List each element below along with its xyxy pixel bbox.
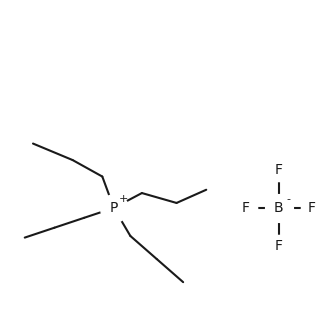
Text: F: F: [242, 201, 250, 215]
Text: -: -: [286, 194, 290, 204]
Text: B: B: [274, 201, 284, 215]
Text: F: F: [275, 163, 283, 177]
Text: +: +: [118, 194, 128, 204]
Text: F: F: [308, 201, 316, 215]
Text: F: F: [275, 239, 283, 253]
Text: P: P: [110, 201, 118, 215]
